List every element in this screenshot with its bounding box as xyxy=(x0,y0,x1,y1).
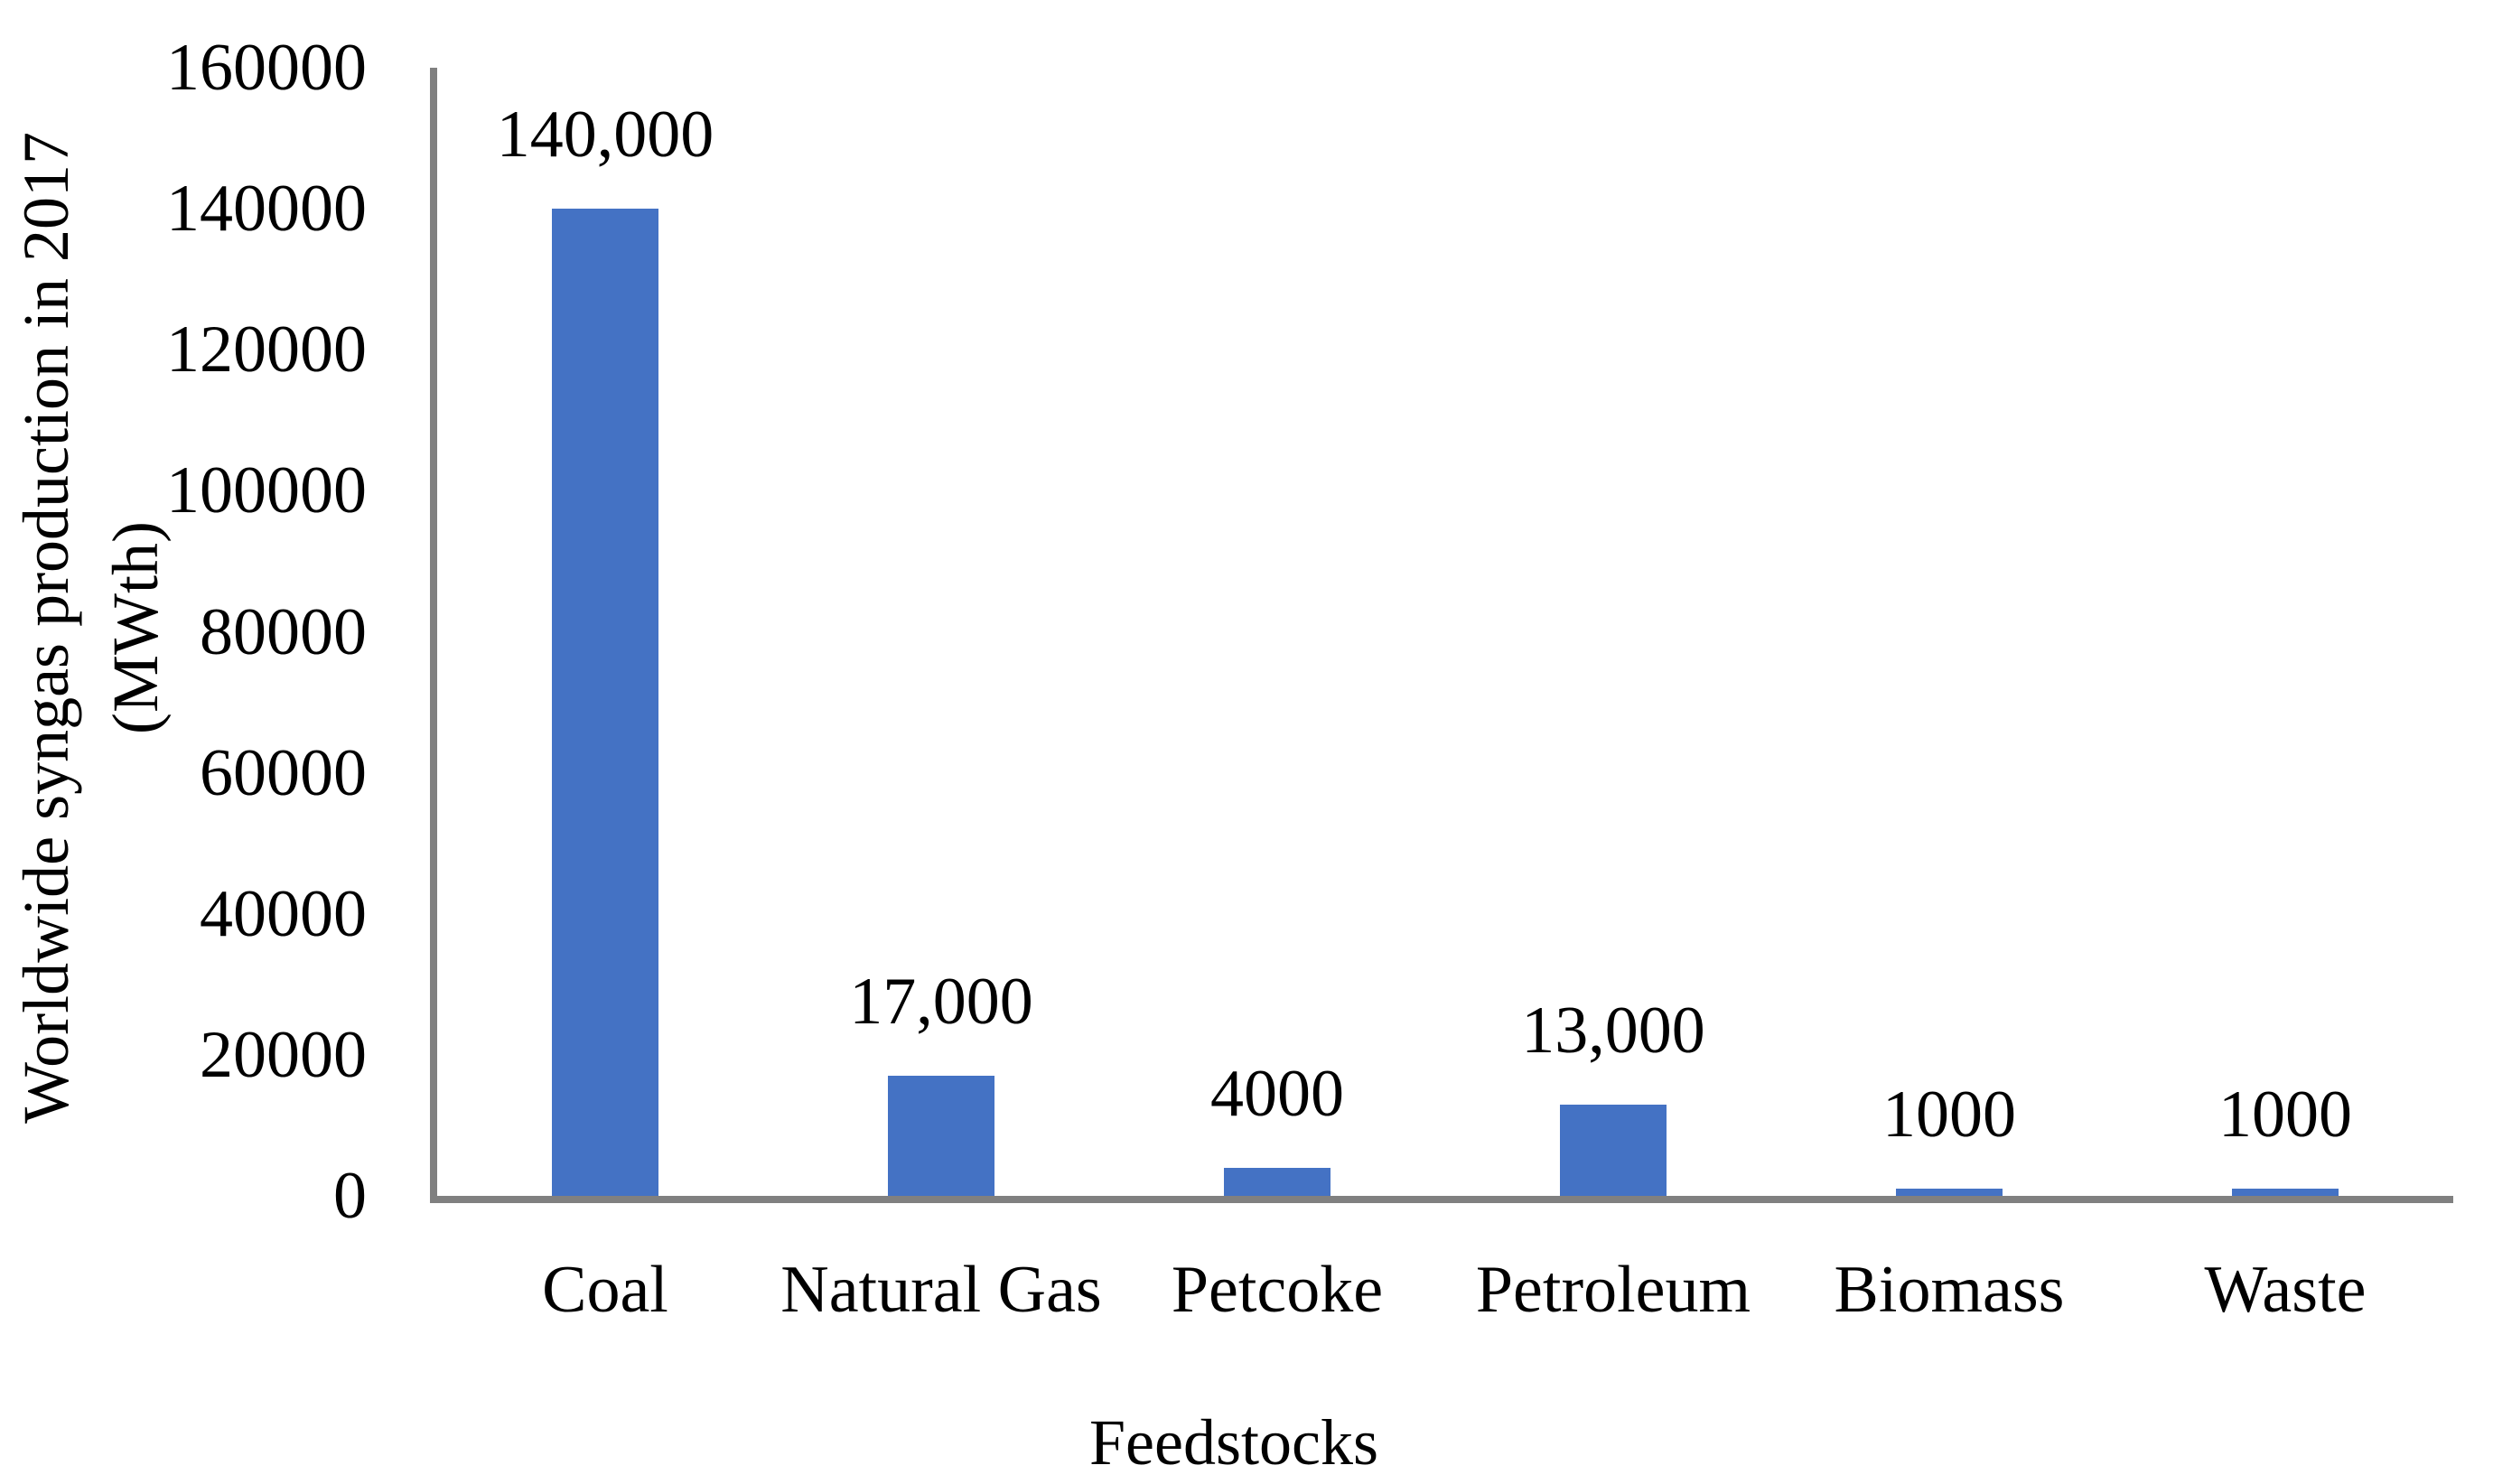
y-tick-label-20000: 20000 xyxy=(200,1017,367,1092)
bar-waste xyxy=(2232,1189,2339,1196)
bar-slot-coal: 140,000 xyxy=(437,68,773,1196)
category-label-petroleum: Petroleum xyxy=(1475,1253,1751,1327)
y-tick-label-160000: 160000 xyxy=(166,31,367,105)
bar-slot-petcoke: 4000 xyxy=(1109,68,1445,1196)
y-tick-label-40000: 40000 xyxy=(200,876,367,951)
y-tick-label-60000: 60000 xyxy=(200,735,367,810)
bar-value-label-coal: 140,000 xyxy=(496,98,714,172)
bar-biomass xyxy=(1896,1189,2003,1196)
category-label-waste: Waste xyxy=(2204,1253,2367,1327)
bar-slot-waste: 1000 xyxy=(2117,68,2453,1196)
y-tick-label-0: 0 xyxy=(333,1159,367,1233)
x-axis-line xyxy=(430,1196,2453,1203)
x-axis-category-labels: Coal Natural Gas Petcoke Petroleum Biomass Wa… xyxy=(437,1245,2453,1344)
bar-petroleum xyxy=(1560,1105,1667,1196)
category-label-coal: Coal xyxy=(542,1253,668,1327)
bar-petcoke xyxy=(1224,1168,1331,1196)
y-axis-tick-labels: 160000 140000 120000 100000 80000 60000 40000 2… xyxy=(0,0,367,1484)
bar-slot-petroleum: 13,000 xyxy=(1445,68,1781,1196)
bar-value-label-petcoke: 4000 xyxy=(1210,1057,1344,1131)
bar-value-label-waste: 1000 xyxy=(2218,1078,2352,1152)
category-label-natural-gas: Natural Gas xyxy=(780,1253,1102,1327)
y-tick-label-80000: 80000 xyxy=(200,594,367,669)
x-axis-title: Feedstocks xyxy=(1089,1406,1378,1479)
bar-slot-biomass: 1000 xyxy=(1781,68,2117,1196)
bar-value-label-biomass: 1000 xyxy=(1882,1078,2016,1152)
plot-area: 140,000 17,000 4000 13,000 1000 1000 xyxy=(437,68,2453,1196)
bar-coal xyxy=(552,209,658,1196)
bar-slot-natural-gas: 17,000 xyxy=(773,68,1109,1196)
bar-value-label-petroleum: 13,000 xyxy=(1521,994,1705,1068)
y-tick-label-140000: 140000 xyxy=(166,172,367,247)
y-axis-line xyxy=(430,68,437,1203)
bar-value-label-natural-gas: 17,000 xyxy=(849,965,1033,1039)
category-label-petcoke: Petcoke xyxy=(1171,1253,1384,1327)
category-label-biomass: Biomass xyxy=(1834,1253,2065,1327)
y-tick-label-120000: 120000 xyxy=(166,313,367,387)
bar-natural-gas xyxy=(888,1076,994,1196)
y-tick-label-100000: 100000 xyxy=(166,453,367,528)
